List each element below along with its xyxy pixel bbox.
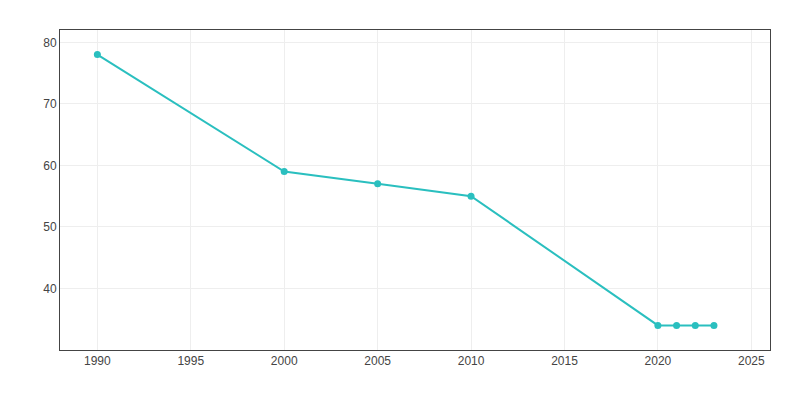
svg-text:2000: 2000 [271, 354, 298, 368]
svg-text:80: 80 [43, 36, 57, 50]
svg-text:2025: 2025 [738, 354, 765, 368]
svg-text:2015: 2015 [551, 354, 578, 368]
svg-text:1990: 1990 [84, 354, 111, 368]
svg-text:40: 40 [43, 282, 57, 296]
svg-text:50: 50 [43, 220, 57, 234]
svg-text:2020: 2020 [645, 354, 672, 368]
svg-text:1995: 1995 [177, 354, 204, 368]
svg-text:60: 60 [43, 159, 57, 173]
svg-text:2005: 2005 [364, 354, 391, 368]
svg-text:2010: 2010 [458, 354, 485, 368]
svg-text:70: 70 [43, 97, 57, 111]
